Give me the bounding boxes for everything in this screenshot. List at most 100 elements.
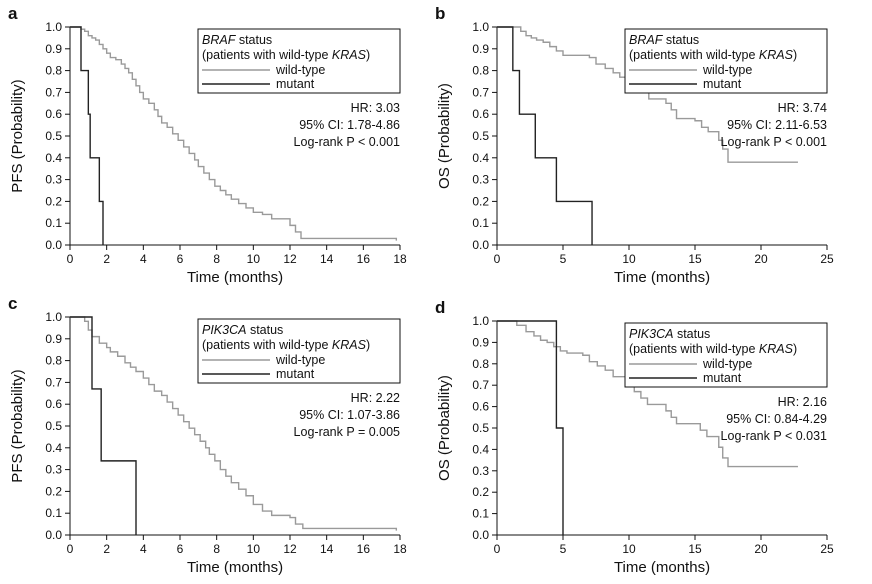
legend-entry: mutant [276, 77, 315, 91]
x-tick-label: 10 [622, 252, 636, 266]
legend-entry: mutant [703, 77, 742, 91]
y-tick-label: 0.6 [472, 107, 489, 121]
y-tick-label: 0.9 [45, 332, 62, 346]
stat-line: 95% CI: 0.84-4.29 [726, 412, 827, 426]
y-tick-label: 0.1 [472, 507, 489, 521]
km-curve-wild-type [497, 26, 798, 163]
y-tick-label: 0.5 [45, 419, 62, 433]
legend-entry: mutant [703, 371, 742, 385]
legend-box [624, 322, 828, 388]
y-tick-label: 0.5 [472, 421, 489, 435]
stat-line: Log-rank P < 0.031 [721, 429, 827, 443]
x-tick-label: 20 [754, 542, 768, 556]
stat-line: Log-rank P < 0.001 [721, 135, 827, 149]
x-tick-label: 4 [140, 542, 147, 556]
y-tick-label: 0.4 [472, 442, 489, 456]
y-tick-label: 0.4 [472, 151, 489, 165]
y-tick-label: 0.3 [45, 463, 62, 477]
legend-box [197, 28, 401, 94]
legend-entry: wild-type [702, 63, 752, 77]
x-tick-label: 12 [283, 542, 297, 556]
x-tick-label: 12 [283, 252, 297, 266]
y-tick-label: 0.7 [472, 85, 489, 99]
x-tick-label: 2 [103, 542, 110, 556]
y-tick-label: 0.1 [45, 506, 62, 520]
y-tick-label: 0.2 [472, 485, 489, 499]
legend-entry: mutant [276, 367, 315, 381]
legend-entry: wild-type [702, 357, 752, 371]
x-tick-label: 8 [213, 252, 220, 266]
x-tick-label: 4 [140, 252, 147, 266]
y-tick-label: 0.2 [472, 194, 489, 208]
x-axis-title: Time (months) [187, 559, 283, 576]
x-axis-title: Time (months) [614, 559, 710, 576]
km-curve-mutant [70, 316, 137, 535]
km-curve-mutant [70, 26, 104, 245]
y-axis-title: OS (Probability) [436, 375, 453, 481]
stat-line: HR: 3.74 [778, 101, 827, 115]
y-axis-title: PFS (Probability) [9, 79, 26, 192]
legend-subtitle: (patients with wild-type KRAS) [629, 48, 797, 62]
stat-line: Log-rank P < 0.001 [294, 135, 400, 149]
legend-subtitle: (patients with wild-type KRAS) [202, 338, 370, 352]
y-tick-label: 0.0 [45, 238, 62, 252]
panel-d-chart: d 0.0 0.1 0.2 0.3 0.4 0.5 0.6 0.7 0.8 0.9 1.0 0 5 10 15… [435, 298, 834, 576]
x-tick-label: 10 [247, 252, 261, 266]
y-tick-label: 0.8 [45, 354, 62, 368]
stat-line: 95% CI: 2.11-6.53 [727, 118, 827, 132]
y-tick-label: 0.0 [472, 528, 489, 542]
x-axis-title: Time (months) [614, 269, 710, 286]
stat-line: 95% CI: 1.78-4.86 [299, 118, 400, 132]
y-tick-label: 0.3 [472, 173, 489, 187]
y-tick-label: 0.7 [45, 85, 62, 99]
km-curve-mutant [497, 320, 564, 535]
panel-letter: a [8, 4, 18, 23]
panel-a-chart: a 0.0 0.1 0.2 0.3 0.4 0.5 0.6 0.7 0.8 0.9 1.0 0 2 4 6 8 1… [8, 4, 407, 286]
y-tick-label: 0.4 [45, 441, 62, 455]
y-axis-title: OS (Probability) [436, 83, 453, 189]
x-tick-label: 0 [494, 252, 501, 266]
panel-letter: b [435, 4, 445, 23]
x-tick-label: 16 [357, 252, 371, 266]
y-tick-label: 0.8 [472, 357, 489, 371]
x-tick-label: 5 [560, 252, 567, 266]
y-tick-label: 0.5 [45, 129, 62, 143]
y-tick-label: 0.9 [472, 335, 489, 349]
x-axis-title: Time (months) [187, 269, 283, 286]
stat-line: Log-rank P = 0.005 [294, 425, 400, 439]
x-tick-label: 0 [67, 252, 74, 266]
y-tick-label: 1.0 [472, 314, 489, 328]
y-tick-label: 0.1 [45, 216, 62, 230]
y-tick-label: 0.3 [45, 173, 62, 187]
x-tick-label: 6 [177, 252, 184, 266]
x-tick-label: 15 [688, 542, 702, 556]
x-tick-label: 15 [688, 252, 702, 266]
x-tick-label: 2 [103, 252, 110, 266]
km-curve-wild-type [70, 26, 398, 241]
legend-title: BRAF status [629, 33, 699, 47]
panel-letter: c [8, 294, 17, 313]
stat-line: HR: 3.03 [351, 101, 400, 115]
y-tick-label: 1.0 [45, 20, 62, 34]
x-tick-label: 14 [320, 252, 334, 266]
y-tick-label: 0.8 [45, 64, 62, 78]
y-tick-label: 0.1 [472, 216, 489, 230]
y-tick-label: 1.0 [45, 310, 62, 324]
panel-c-chart: c 0.0 0.1 0.2 0.3 0.4 0.5 0.6 0.7 0.8 0.9 1.0 0 2 4 6 8 1… [8, 294, 407, 576]
legend-subtitle: (patients with wild-type KRAS) [629, 342, 797, 356]
y-tick-label: 0.4 [45, 151, 62, 165]
km-curve-wild-type [70, 316, 398, 531]
x-tick-label: 5 [560, 542, 567, 556]
x-tick-label: 6 [177, 542, 184, 556]
x-tick-label: 18 [393, 252, 407, 266]
x-tick-label: 8 [213, 542, 220, 556]
y-tick-label: 0.7 [45, 375, 62, 389]
panel-letter: d [435, 298, 445, 317]
x-tick-label: 16 [357, 542, 371, 556]
km-curve-wild-type [497, 320, 798, 468]
km-curve-mutant [497, 26, 593, 245]
y-tick-label: 0.6 [472, 400, 489, 414]
y-tick-label: 0.5 [472, 129, 489, 143]
